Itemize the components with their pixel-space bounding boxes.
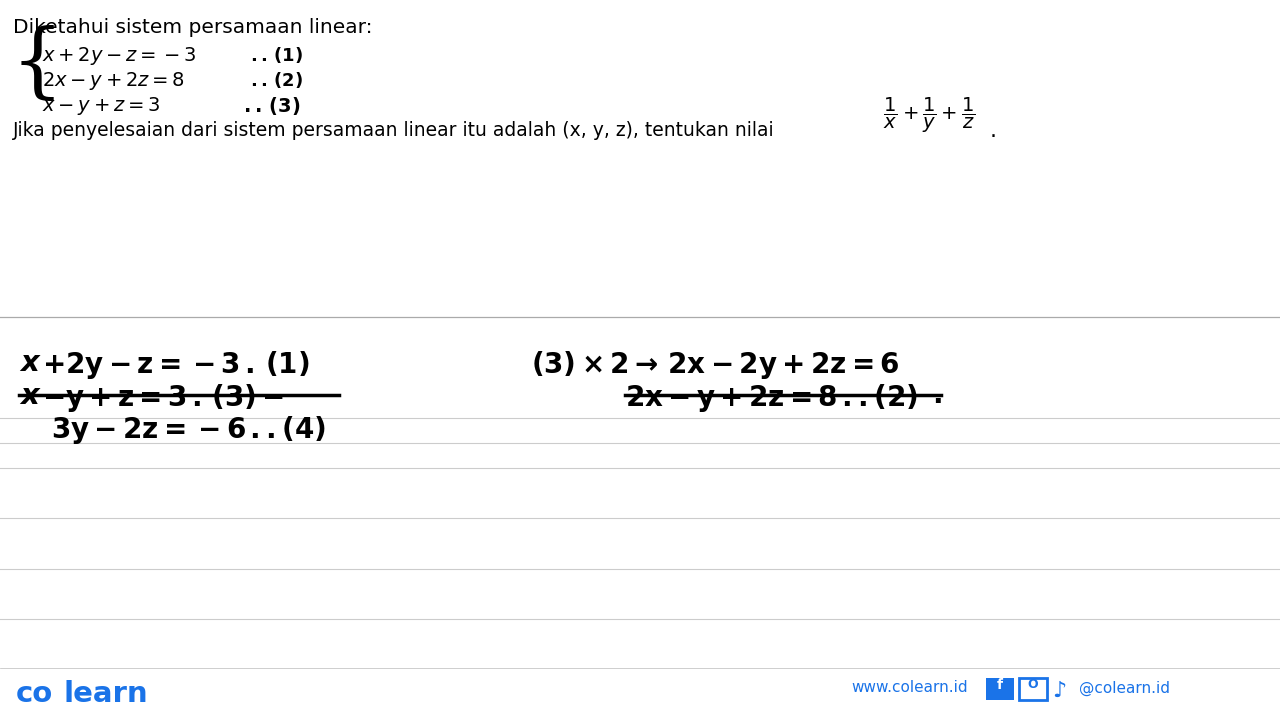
Text: www.colearn.id: www.colearn.id (851, 680, 968, 696)
Text: Jika penyelesaian dari sistem persamaan linear itu adalah (x, y, z), tentukan ni: Jika penyelesaian dari sistem persamaan … (13, 121, 774, 140)
Text: learn: learn (64, 680, 148, 708)
Text: co: co (15, 680, 52, 708)
Text: $x-y+z=3$: $x-y+z=3$ (42, 95, 161, 117)
Text: f: f (997, 678, 1002, 692)
Text: ♪: ♪ (1052, 680, 1066, 701)
Text: $2x-y+2z=8$: $2x-y+2z=8$ (42, 70, 186, 92)
Text: $\boldsymbol{x}$: $\boldsymbol{x}$ (19, 349, 42, 377)
Text: $\mathbf{3y-2z=-6\,..(4)}$: $\mathbf{3y-2z=-6\,..(4)}$ (51, 414, 326, 446)
FancyBboxPatch shape (986, 678, 1014, 700)
Text: $\mathbf{+2y-z=-3\,.\,(1)}$: $\mathbf{+2y-z=-3\,.\,(1)}$ (42, 349, 310, 381)
Text: $\dfrac{1}{x}+\dfrac{1}{y}+\dfrac{1}{z}$: $\dfrac{1}{x}+\dfrac{1}{y}+\dfrac{1}{z}$ (883, 96, 975, 135)
Text: $\boldsymbol{x}$: $\boldsymbol{x}$ (19, 382, 42, 410)
Text: @colearn.id: @colearn.id (1079, 680, 1170, 696)
Text: $\mathbf{(3)\times2\rightarrow\,2x-2y+2z=6}$: $\mathbf{(3)\times2\rightarrow\,2x-2y+2z… (531, 349, 900, 381)
Text: Diketahui sistem persamaan linear:: Diketahui sistem persamaan linear: (13, 18, 372, 37)
Text: $\mathbf{. .\,(1)}$: $\mathbf{. .\,(1)}$ (250, 45, 302, 65)
Text: {: { (10, 24, 64, 105)
Text: $x+2y-z=-3$: $x+2y-z=-3$ (42, 45, 197, 67)
Text: $\mathbf{. .\,(2)}$: $\mathbf{. .\,(2)}$ (250, 70, 302, 90)
Text: O: O (1028, 678, 1038, 691)
Text: $\mathbf{2x-y+2z=8\,..(2)}$: $\mathbf{2x-y+2z=8\,..(2)}$ (625, 382, 918, 413)
Text: $\mathbf{. .\,(3)}$: $\mathbf{. .\,(3)}$ (243, 95, 301, 117)
Text: $.$: $.$ (989, 121, 996, 141)
Text: $\mathbf{.}$: $\mathbf{.}$ (932, 382, 942, 409)
Text: $\mathbf{-y+z=3\,.\,(3)-}$: $\mathbf{-y+z=3\,.\,(3)-}$ (42, 382, 284, 413)
